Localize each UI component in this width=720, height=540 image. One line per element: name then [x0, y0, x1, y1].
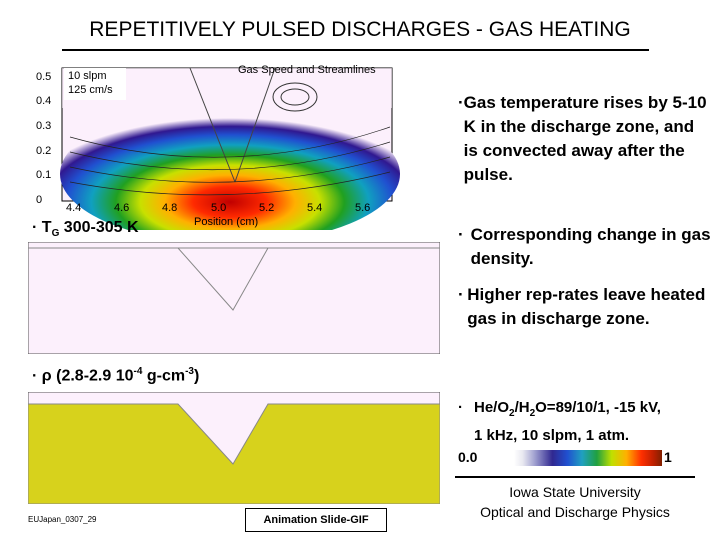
bullet-glyph: · — [458, 225, 464, 244]
ytick-label: 0.4 — [36, 95, 51, 107]
xtick-label: 5.0 — [211, 202, 226, 214]
ytick-label: 0.3 — [36, 120, 51, 132]
slide-id: EUJapan_0307_29 — [28, 515, 97, 524]
legend-line-2: 125 cm/s — [68, 84, 113, 96]
footer-divider — [455, 476, 695, 478]
ytick-label: 0.5 — [36, 71, 51, 83]
temperature-label: · TG 300-305 K — [32, 219, 139, 239]
department-name: Optical and Discharge Physics — [480, 504, 670, 520]
bullet-glyph: · — [458, 399, 463, 416]
bullet-conditions: · He/O2/H2O=89/10/1, -15 kV, 1 kHz, 10 s… — [458, 397, 718, 447]
university-name: Iowa State University — [509, 484, 641, 500]
temperature-profile — [28, 247, 440, 311]
rho-exp: -4 — [133, 366, 143, 377]
bullet-text: Corresponding change in gas density. — [470, 225, 711, 268]
rho-range: (2.8-2.9 10 — [51, 367, 134, 385]
rho-symbol: ρ — [41, 367, 52, 385]
bullet-glyph: · — [458, 285, 464, 304]
ytick-label: 0.2 — [36, 145, 51, 157]
bullet-gas-density: · Corresponding change in gas density. — [458, 223, 713, 271]
ytick-label: 0.1 — [36, 169, 51, 181]
legend-box — [64, 68, 126, 100]
legend-line-1: 10 slpm — [68, 70, 107, 82]
xtick-label: 4.8 — [162, 202, 177, 214]
rho-close: ) — [194, 367, 200, 385]
cond-prefix: He/O — [474, 399, 510, 416]
colorbar-max: 1 — [664, 449, 672, 465]
plot-title: Gas Speed and Streamlines — [238, 64, 376, 76]
gas-speed-plot: 10 slpm 125 cm/s Gas Speed and Streamlin… — [36, 64, 400, 230]
bullet-glyph: · — [32, 219, 38, 236]
xtick-label: 5.4 — [307, 202, 322, 214]
rho-exp2: -3 — [185, 366, 194, 377]
bullet-glyph: · — [458, 93, 464, 112]
density-panel — [28, 392, 440, 504]
rho-unit: g-cm — [142, 367, 186, 385]
colorbar-min: 0.0 — [458, 449, 478, 465]
temperature-panel — [28, 242, 440, 354]
xtick-label: 5.6 — [355, 202, 370, 214]
conditions-text: He/O2/H2O=89/10/1, -15 kV, 1 kHz, 10 slp… — [474, 397, 661, 447]
density-label: · ρ (2.8-2.9 10-4 g-cm-3) — [32, 366, 199, 385]
title-divider — [62, 49, 649, 51]
bullet-glyph: · — [32, 367, 38, 385]
v-streamline-right — [234, 67, 276, 183]
cond-sub2: 2 — [529, 408, 536, 419]
cond-mid: /H — [514, 399, 530, 416]
bullet-rep-rates: · Higher rep-rates leave heated gas in di… — [458, 283, 713, 331]
tg-sub: G — [51, 228, 60, 240]
xtick-label: 4.4 — [66, 202, 81, 214]
v-streamline-left — [189, 67, 236, 183]
tg-range: 300-305 K — [59, 219, 139, 236]
x-axis-label: Position (cm) — [194, 216, 258, 228]
colorbar — [514, 450, 662, 466]
xtick-label: 5.2 — [259, 202, 274, 214]
slide-title: REPETITIVELY PULSED DISCHARGES - GAS HEA… — [89, 18, 631, 41]
x-ticks: 4.4 4.6 4.8 5.0 5.2 5.4 5.6 — [66, 202, 370, 214]
animation-label[interactable]: Animation Slide-GIF — [245, 508, 387, 532]
heated-zone — [60, 104, 400, 230]
y-ticks: 0.5 0.4 0.3 0.2 0.1 0 — [36, 71, 51, 206]
cond-sub1: 2 — [509, 408, 515, 419]
tg-main: T — [41, 219, 52, 236]
vortex — [272, 82, 318, 112]
density-fill — [28, 403, 440, 504]
ytick-label: 0 — [36, 194, 42, 206]
bullet-text: Gas temperature rises by 5-10 K in the d… — [463, 93, 707, 184]
cond-line2: 1 kHz, 10 slpm, 1 atm. — [474, 427, 630, 444]
cond-suffix: O=89/10/1, -15 kV, — [535, 399, 661, 416]
xtick-label: 4.6 — [114, 202, 129, 214]
bullet-gas-temperature: · Gas temperature rises by 5-10 K in the … — [458, 91, 708, 187]
bullet-text: Higher rep-rates leave heated gas in dis… — [467, 285, 706, 328]
